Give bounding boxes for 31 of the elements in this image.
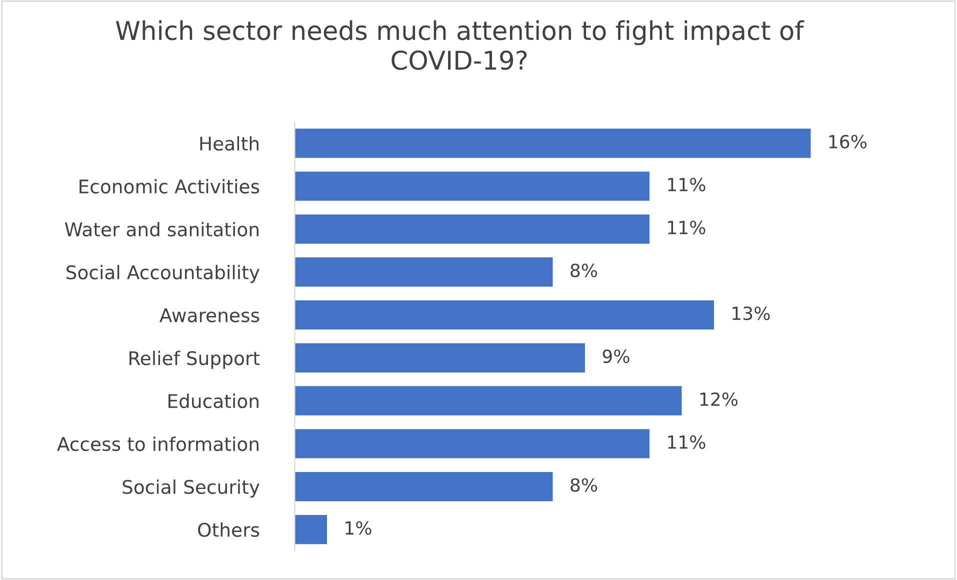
y-tick-label: Others	[198, 522, 260, 537]
data-label: 11%	[668, 220, 706, 234]
data-label: 1%	[346, 521, 372, 535]
data-label: 11%	[668, 178, 706, 192]
bar	[294, 128, 811, 158]
bar	[294, 386, 682, 416]
data-label: 8%	[570, 478, 598, 492]
y-tick-label: Relief Support	[130, 350, 260, 369]
bar	[294, 214, 650, 244]
bar	[294, 429, 650, 458]
bar	[294, 257, 553, 287]
data-label: 16%	[829, 134, 867, 148]
bar	[294, 472, 553, 502]
data-label: 13%	[732, 306, 770, 320]
bar	[294, 300, 714, 330]
y-tick-label: Water and sanitation	[64, 222, 258, 236]
y-tick-label: Access to information	[57, 436, 258, 452]
data-label: 8%	[570, 264, 598, 278]
bar	[294, 514, 328, 544]
y-tick-label: Economic Activities	[80, 179, 260, 194]
y-tick-label: Social Security	[122, 479, 260, 498]
data-label: 9%	[602, 349, 630, 364]
y-tick-label: Awareness	[160, 308, 260, 322]
y-tick-label: Education	[168, 394, 258, 408]
y-tick-label: Health	[200, 136, 258, 151]
bar	[294, 343, 585, 372]
data-label: 11%	[668, 435, 706, 449]
chart-title: Which sector needs much attention to fight impact of COVID-19?	[116, 20, 804, 70]
y-tick-label: Social Accountability	[66, 264, 260, 284]
data-label: 12%	[700, 392, 738, 406]
bar	[294, 172, 650, 201]
